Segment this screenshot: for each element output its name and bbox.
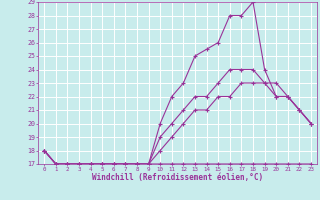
X-axis label: Windchill (Refroidissement éolien,°C): Windchill (Refroidissement éolien,°C): [92, 173, 263, 182]
